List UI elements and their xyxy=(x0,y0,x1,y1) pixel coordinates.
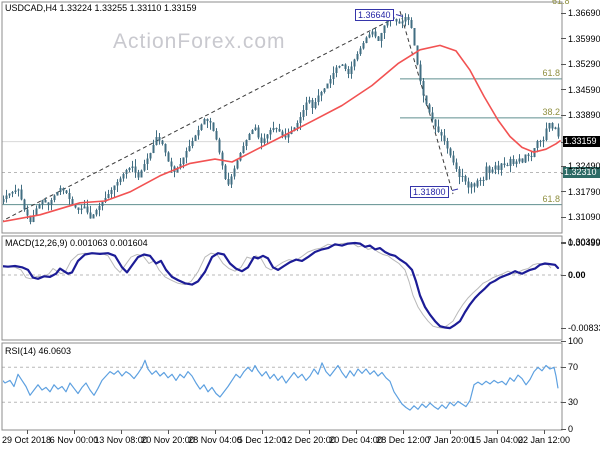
macd-tick-label: -0.00833 xyxy=(568,323,600,334)
panel-borders xyxy=(1,1,563,431)
peak-price-annotation[interactable]: 1.36640 xyxy=(355,9,394,22)
time-tick-label: 15 Jan 04:00 xyxy=(470,435,524,445)
price-tick-label: 1.35290 xyxy=(568,58,600,69)
time-tick-label: 29 Oct 2018 xyxy=(2,435,52,445)
time-tick-label: 12 Dec 20:00 xyxy=(282,435,336,445)
rsi-tick-label: 70 xyxy=(568,362,579,373)
price-tick-label: 1.34590 xyxy=(568,84,600,95)
watermark: ActionForex.com xyxy=(113,30,286,53)
price-tick-label: 1.36690 xyxy=(568,8,600,18)
fib-level-label: 61.8 xyxy=(542,67,560,78)
macd-panel-lines xyxy=(2,241,562,330)
fib-level-label: 38.2 xyxy=(542,106,560,117)
price-tick-label: 1.31090 xyxy=(568,211,600,222)
time-tick-label: 20 Dec 04:00 xyxy=(329,435,383,445)
rsi-tick-label: 0 xyxy=(568,423,574,434)
current-price-badge: 1.33159 xyxy=(563,136,600,148)
macd-indicator-label: MACD(12,26,9) 0.001063 0.001604 xyxy=(5,238,148,248)
moving-average-line xyxy=(3,44,561,223)
support-price-badge: 1.32310 xyxy=(563,167,600,179)
annotation-connectors xyxy=(395,14,459,191)
macd-tick-label: 0.004998 xyxy=(568,238,600,248)
rsi-indicator-label: RSI(14) 46.0603 xyxy=(5,346,72,356)
fib-label-top-clipped: 61.8 xyxy=(552,0,570,6)
reference-lines xyxy=(2,11,562,222)
price-tick-label: 1.35990 xyxy=(568,33,600,44)
time-tick-label: 6 Nov 00:00 xyxy=(49,435,99,445)
time-tick-label: 28 Nov 04:00 xyxy=(188,435,242,445)
price-tick-label: 1.32490 xyxy=(568,161,600,171)
price-tick-label: 1.31790 xyxy=(568,186,600,197)
time-tick-label: 20 Nov 20:00 xyxy=(141,435,195,445)
time-tick-label: 7 Jan 20:00 xyxy=(426,435,474,445)
rsi-tick-label: 30 xyxy=(568,397,579,408)
macd-tick-label: 0.00 xyxy=(568,270,586,280)
rsi-tick-label: 100 xyxy=(568,336,584,346)
axis-tick-marks xyxy=(27,13,566,434)
fib-level-label: 61.8 xyxy=(542,193,560,204)
trough-price-annotation[interactable]: 1.31800 xyxy=(410,185,449,198)
price-tick-label: 1.33890 xyxy=(568,109,600,120)
price-tick-label: 1.30390 xyxy=(568,237,600,248)
time-tick-label: 22 Jan 12:00 xyxy=(517,435,571,445)
rsi-panel-lines xyxy=(2,359,562,411)
time-tick-label: 13 Nov 08:00 xyxy=(94,435,148,445)
time-tick-label: 5 Dec 12:00 xyxy=(237,435,287,445)
symbol-ohlc-title: USDCAD,H4 1.33224 1.33255 1.33110 1.3315… xyxy=(5,3,197,13)
time-tick-label: 28 Dec 12:00 xyxy=(376,435,430,445)
